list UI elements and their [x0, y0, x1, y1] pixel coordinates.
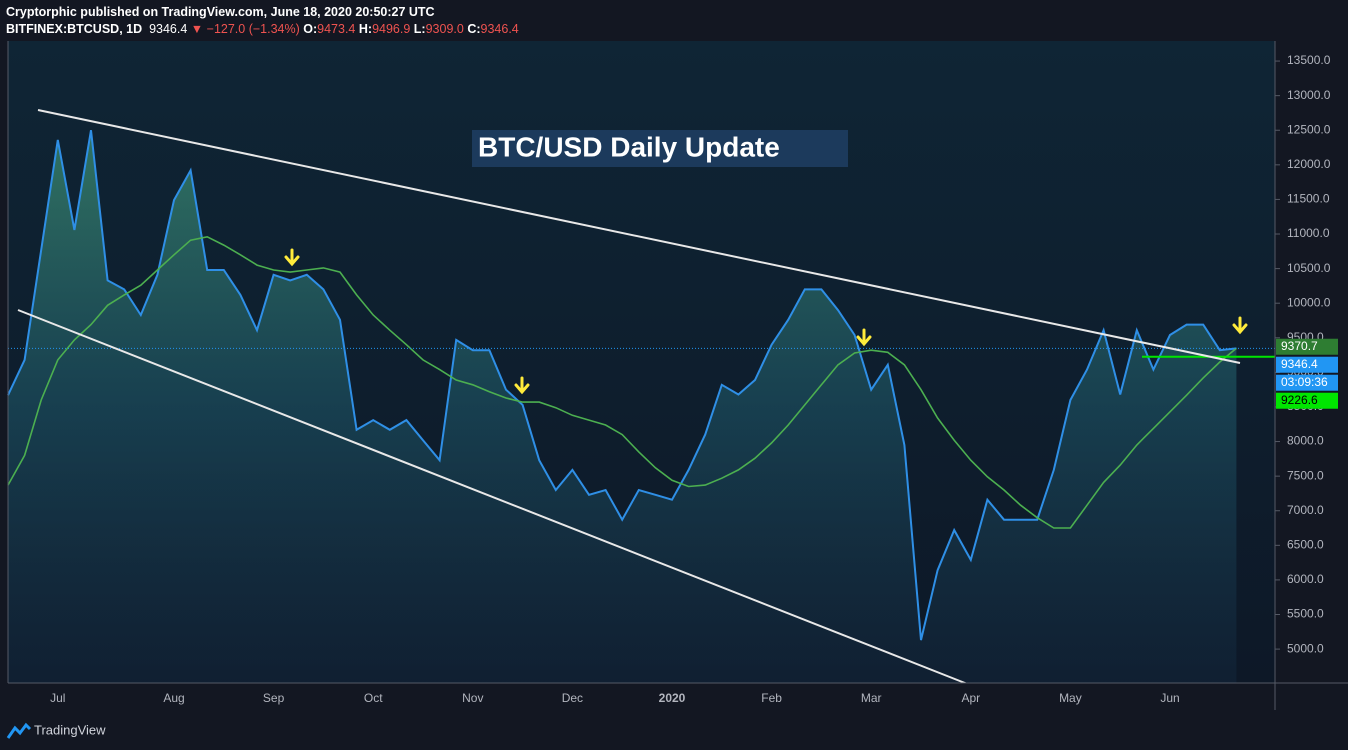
y-tick-label: 12500.0	[1287, 122, 1331, 136]
ohlc-key: C:	[467, 22, 481, 36]
x-tick-label: Oct	[364, 691, 383, 705]
byline: Cryptorphic published on TradingView.com…	[6, 4, 519, 21]
x-tick-label: Dec	[562, 691, 583, 705]
x-tick-label: Jun	[1160, 691, 1179, 705]
x-tick-label: May	[1059, 691, 1082, 705]
arrow	[1232, 316, 1248, 335]
brand: TradingView	[34, 722, 106, 737]
logo-icon	[6, 722, 32, 739]
trendline	[17, 309, 971, 686]
x-tick-label: Nov	[462, 691, 483, 705]
y-tick-label: 11000.0	[1287, 226, 1330, 240]
x-tick-label: Mar	[861, 691, 882, 705]
price-tag: 9226.6	[1281, 393, 1318, 407]
arrow	[284, 248, 300, 267]
y-tick-label: 5500.0	[1287, 607, 1324, 621]
header: Cryptorphic published on TradingView.com…	[6, 4, 519, 38]
y-tick-label: 12000.0	[1287, 157, 1331, 171]
price-line	[7, 130, 1237, 641]
ohlc-value: 9496.9	[372, 22, 411, 36]
ohlc-value: 9346.4	[480, 22, 519, 36]
ohlc-key: H:	[358, 22, 373, 36]
ohlc-value: 9473.4	[317, 22, 356, 36]
y-tick-label: 13500.0	[1287, 53, 1331, 67]
y-tick-label: 7500.0	[1287, 468, 1324, 482]
ohlc-key: O:	[303, 22, 318, 36]
x-tick-label: Feb	[761, 691, 782, 705]
y-tick-label: 11500.0	[1287, 192, 1330, 206]
time-axis	[0, 683, 1348, 710]
price-tag-bg	[1276, 392, 1338, 409]
symbol: BITFINEX:BTCUSD, 1D	[6, 22, 143, 36]
ohlc-value: 9309.0	[425, 22, 464, 36]
y-tick-label: 8000.0	[1287, 434, 1324, 448]
ohlc-key: L:	[413, 22, 426, 36]
countdown-tag-bg	[1276, 374, 1338, 391]
annotation-box	[472, 130, 848, 167]
price-tag-bg	[1276, 338, 1338, 355]
moving-average	[7, 235, 1237, 529]
price-tag-bg	[1276, 356, 1338, 373]
y-tick-label: 6000.0	[1287, 572, 1324, 586]
arrow	[856, 328, 872, 347]
arrows	[284, 248, 1248, 395]
y-tick-label: 10500.0	[1287, 261, 1331, 275]
price-tag: 9370.7	[1281, 339, 1318, 353]
countdown-tag: 03:09:36	[1281, 375, 1328, 389]
annotation: BTC/USD Daily Update	[478, 131, 780, 162]
price-tag: 9346.4	[1281, 357, 1318, 371]
y-tick-label: 7000.0	[1287, 503, 1324, 517]
change: ▼ −127.0 (−1.34%)	[190, 22, 300, 36]
y-tick-label: 13000.0	[1287, 88, 1331, 102]
price: 9346.4	[149, 22, 188, 36]
ohlc: O:9473.4 H:9496.9 L:9309.0 C:9346.4	[303, 22, 519, 36]
area	[8, 130, 1237, 683]
x-tick-label: Sep	[263, 691, 285, 705]
y-tick-label: 5000.0	[1287, 641, 1324, 655]
trendline	[37, 109, 1241, 364]
symbol-line: BITFINEX:BTCUSD, 1D 9346.4 ▼ −127.0 (−1.…	[6, 21, 519, 38]
arrow	[514, 376, 530, 395]
x-tick-label: Jul	[50, 691, 65, 705]
x-tick-label: Apr	[961, 691, 980, 705]
x-tick-label: 2020	[659, 691, 686, 705]
y-tick-label: 10000.0	[1287, 295, 1331, 309]
x-tick-label: Aug	[163, 691, 184, 705]
y-tick-label: 6500.0	[1287, 538, 1324, 552]
logo	[6, 722, 32, 739]
byline-text: Cryptorphic published on TradingView.com…	[6, 5, 435, 19]
